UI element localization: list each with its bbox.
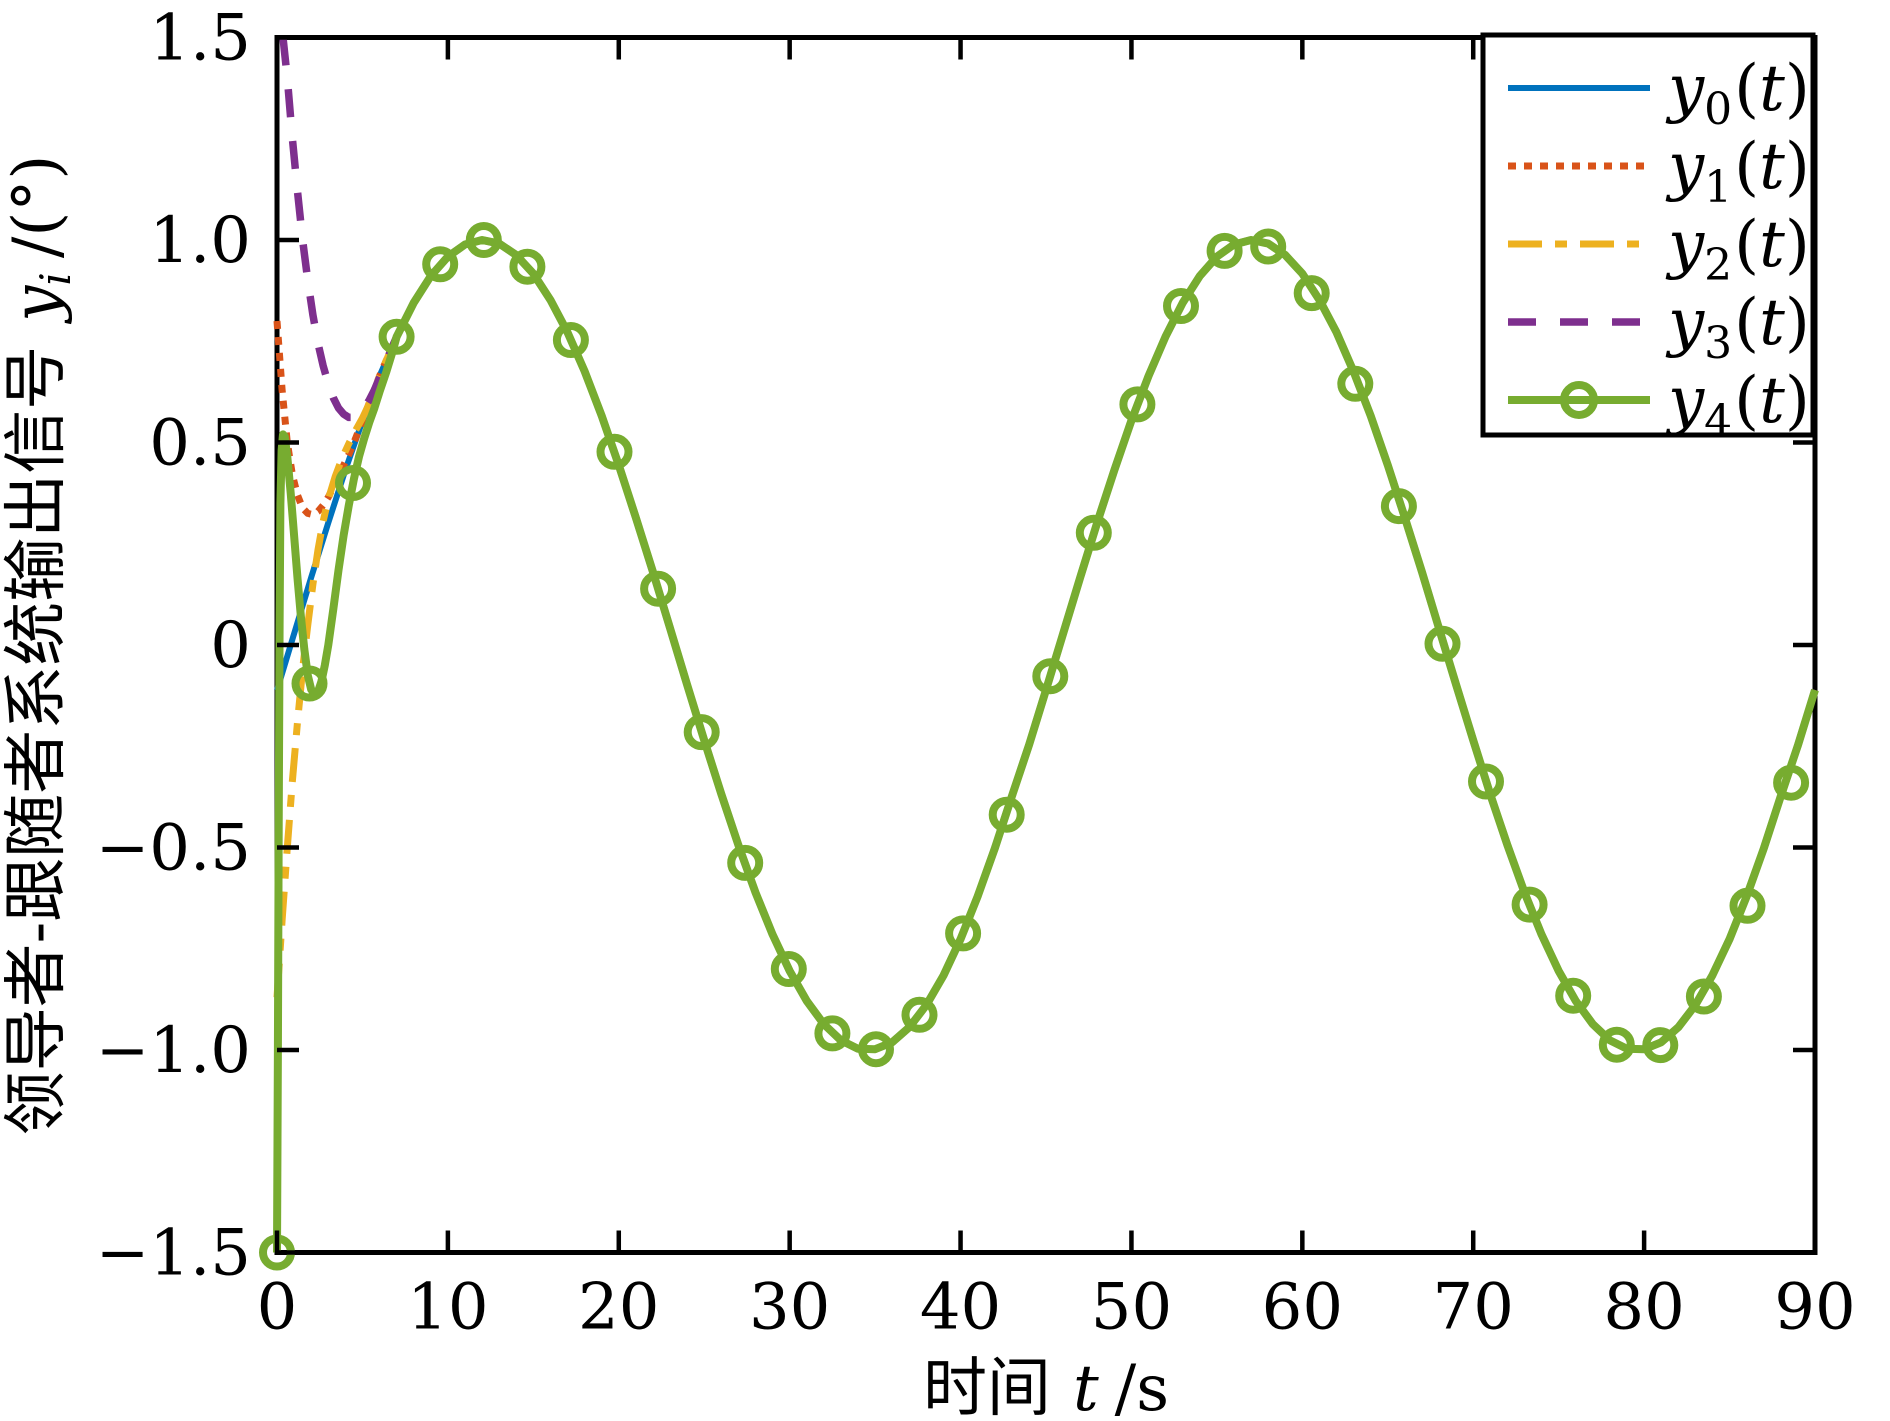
marker-y4: [1642, 1027, 1679, 1064]
legend-label-y1: y1(t): [1665, 130, 1810, 213]
x-tick-label: 30: [749, 1271, 830, 1345]
marker-y4: [988, 796, 1025, 833]
marker-y4: [1773, 764, 1810, 801]
x-tick-label: 20: [578, 1271, 659, 1345]
marker-y4: [422, 246, 459, 283]
y-tick-labels: 1.5 1.0 0.5 0 −0.5 −1.0 −1.5: [96, 2, 251, 1291]
marker-y4: [1729, 887, 1766, 924]
marker-y4: [1206, 232, 1243, 269]
y-axis-label: 领导者-跟随者系统输出信号yi/(°): [0, 155, 80, 1136]
marker-y4: [1075, 514, 1112, 551]
marker-y4: [1293, 275, 1330, 312]
x-tick-label: 10: [407, 1271, 488, 1345]
x-tick-labels: 0 10 20 30 40 50 60 70 80 90: [257, 1271, 1856, 1345]
x-axis-label: 时间 t/s: [923, 1352, 1169, 1421]
marker-y4: [1511, 886, 1548, 923]
marker-y4: [1424, 625, 1461, 662]
marker-y4: [901, 996, 938, 1033]
marker-y4: [727, 844, 764, 881]
y-tick-label: −0.5: [96, 812, 251, 886]
marker-y4: [1685, 978, 1722, 1015]
marker-y4: [335, 465, 371, 501]
x-tick-label: 50: [1091, 1271, 1172, 1345]
legend-label-y3: y3(t): [1665, 286, 1810, 369]
x-tick-label: 60: [1262, 1271, 1343, 1345]
marker-y4: [1119, 386, 1156, 423]
marker-y4: [640, 570, 677, 607]
marker-y4: [1555, 977, 1592, 1014]
x-tick-label: 90: [1774, 1271, 1855, 1345]
marker-y4: [858, 1031, 894, 1068]
legend-label-y4: y4(t): [1665, 364, 1810, 447]
marker-y4: [552, 322, 589, 358]
marker-y4: [1250, 228, 1287, 265]
marker-y4: [1468, 763, 1504, 800]
marker-y4: [1337, 365, 1374, 402]
marker-y4: [814, 1015, 851, 1052]
marker-y4: [1598, 1026, 1635, 1063]
marker-y4: [1032, 658, 1069, 695]
marker-y4: [1163, 288, 1199, 324]
y-tick-label: 0.5: [149, 407, 251, 481]
marker-y4: [1380, 488, 1417, 525]
legend-box: [1480, 32, 1816, 438]
legend-marker-y4: [1560, 381, 1598, 419]
marker-y4: [291, 665, 328, 702]
x-tick-label: 40: [920, 1271, 1001, 1345]
legend-label-y0: y0(t): [1665, 52, 1810, 135]
marker-y4: [509, 248, 546, 285]
x-tick-label: 0: [257, 1271, 298, 1345]
y-tick-label: 1.5: [149, 2, 251, 76]
marker-y4: [945, 915, 982, 952]
legend: y0(t)y1(t)y2(t)y3(t)y4(t): [1480, 32, 1816, 447]
marker-y4: [465, 222, 502, 258]
curve-y3: [279, 37, 1819, 1053]
x-tick-label: 70: [1433, 1271, 1514, 1345]
y-tick-label: −1.0: [96, 1014, 251, 1088]
marker-y4: [596, 433, 633, 470]
y-tick-label: −1.5: [96, 1217, 251, 1291]
marker-y4: [683, 714, 720, 751]
y-tick-label: 0: [210, 609, 251, 683]
x-tick-label: 80: [1603, 1271, 1684, 1345]
y-tick-label: 1.0: [149, 204, 251, 278]
marker-y4: [770, 951, 807, 987]
legend-label-y2: y2(t): [1665, 208, 1810, 291]
marker-y4: [378, 318, 415, 355]
